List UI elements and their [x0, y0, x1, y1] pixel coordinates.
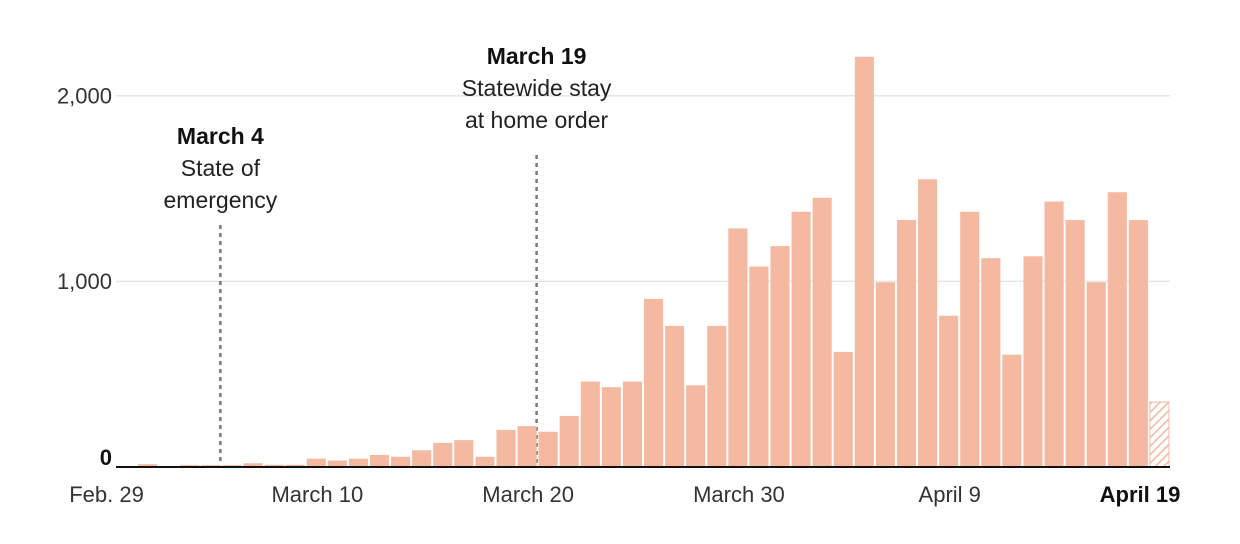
- bar: [433, 442, 453, 467]
- y-tick-label: 0: [100, 445, 112, 470]
- bar: [496, 429, 516, 467]
- annotation-title: March 4: [177, 123, 264, 149]
- bar: [306, 458, 326, 467]
- bar: [538, 431, 558, 467]
- bar: [1065, 220, 1085, 467]
- bar: [1002, 354, 1022, 467]
- bar: [327, 460, 347, 467]
- annotations: March 4 State of emergency March 19 Statewid…: [164, 43, 612, 465]
- annotation-text: State of: [181, 155, 261, 181]
- bar: [622, 381, 642, 467]
- x-tick-label: April 19: [1100, 482, 1181, 507]
- annotation-title: March 19: [487, 43, 587, 69]
- bar: [369, 454, 390, 467]
- bar: [559, 415, 579, 467]
- annotation-text: at home order: [465, 107, 609, 133]
- bar: [454, 440, 474, 467]
- bar-incomplete: [1149, 401, 1170, 468]
- bar: [138, 464, 158, 467]
- bar: [1086, 282, 1106, 467]
- bar: [875, 282, 895, 467]
- bar: [918, 179, 938, 467]
- bar: [896, 220, 917, 467]
- bar: [728, 228, 748, 467]
- bar: [517, 426, 537, 467]
- bar: [939, 315, 959, 467]
- x-axis-ticks: Feb. 29 March 10 March 20 March 30 April 9 Ap…: [69, 482, 1180, 507]
- bar: [264, 464, 284, 467]
- bar: [686, 385, 706, 467]
- bar: [1107, 192, 1127, 467]
- bar: [412, 450, 432, 467]
- x-tick-label: March 20: [482, 482, 574, 507]
- annotation: March 19 Statewide stay at home order: [462, 43, 612, 465]
- bar: [770, 246, 790, 467]
- annotation-text: Statewide stay: [462, 75, 612, 101]
- bar: [475, 456, 495, 467]
- bar: [791, 211, 811, 467]
- bar: [1023, 256, 1043, 467]
- x-tick-label: Feb. 29: [69, 482, 144, 507]
- bar: [243, 463, 263, 467]
- bar: [601, 387, 621, 467]
- bar: [981, 258, 1001, 467]
- bar: [749, 266, 769, 467]
- bar: [285, 464, 305, 467]
- bar: [665, 325, 685, 467]
- bar: [391, 456, 411, 467]
- bar: [707, 325, 727, 467]
- x-tick-label: April 9: [919, 482, 981, 507]
- bar: [348, 458, 368, 467]
- bar: [812, 197, 832, 467]
- bar: [854, 56, 874, 468]
- x-tick-label: March 30: [693, 482, 785, 507]
- bar: [833, 351, 853, 467]
- bar: [1128, 220, 1148, 467]
- bar: [960, 211, 980, 467]
- y-tick-label: 2,000: [57, 83, 112, 108]
- bar: [644, 298, 664, 467]
- bar: [580, 381, 600, 467]
- y-tick-label: 1,000: [57, 269, 112, 294]
- annotation-text: emergency: [164, 187, 278, 213]
- x-tick-label: March 10: [271, 482, 363, 507]
- bar: [1044, 201, 1064, 467]
- annotation: March 4 State of emergency: [164, 123, 278, 465]
- y-axis-ticks: 0 1,000 2,000: [57, 83, 112, 469]
- bars: [138, 56, 1170, 468]
